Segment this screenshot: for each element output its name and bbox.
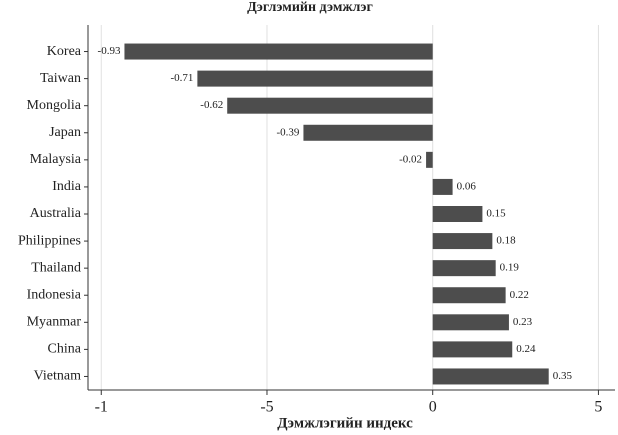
value-label: 0.22: [510, 289, 529, 301]
value-label: -0.93: [98, 45, 121, 57]
x-axis-title: Дэмжлэгийн индекс: [277, 415, 413, 431]
bar: [432, 233, 493, 250]
value-label: 0.35: [553, 370, 573, 382]
value-label: 0.15: [486, 208, 506, 220]
value-label: 0.24: [516, 343, 536, 355]
y-tick-label: Indonesia: [27, 287, 82, 302]
x-tick-label: -5: [260, 399, 273, 416]
bar: [432, 314, 509, 331]
bar: [432, 260, 496, 277]
value-label: 0.06: [457, 180, 477, 192]
y-tick-label: Australia: [30, 206, 82, 221]
value-label: 0.23: [513, 316, 533, 328]
bar: [432, 206, 483, 222]
value-label: -0.71: [170, 72, 193, 84]
bar: [124, 43, 433, 60]
value-label: 0.18: [496, 235, 516, 247]
bar: [426, 151, 433, 168]
x-tick-label: 0: [429, 399, 437, 416]
bar: [197, 70, 433, 87]
y-tick-label: Taiwan: [40, 71, 81, 86]
y-tick-label: Thailand: [31, 260, 81, 275]
value-label: -0.62: [200, 99, 223, 111]
bar: [432, 287, 506, 304]
y-tick-label: India: [52, 179, 82, 194]
value-label: -0.39: [277, 126, 300, 138]
bar: [227, 97, 433, 114]
x-tick-label: -1: [95, 399, 108, 416]
y-tick-label: Japan: [49, 125, 81, 140]
y-tick-label: Mongolia: [27, 98, 82, 113]
y-tick-label: China: [48, 342, 82, 357]
value-label: 0.19: [500, 262, 520, 274]
bar: [303, 124, 433, 141]
x-tick-label: 5: [594, 399, 602, 416]
y-tick-label: Korea: [47, 44, 82, 59]
y-tick-label: Vietnam: [34, 369, 81, 384]
y-tick-label: Philippines: [18, 233, 81, 248]
chart-title: Дэглэмийн дэмжлэг: [247, 0, 373, 15]
bar: [432, 368, 549, 385]
bar: [432, 341, 513, 358]
bar: [432, 178, 453, 195]
y-tick-label: Myanmar: [27, 315, 82, 330]
value-label: -0.02: [399, 153, 422, 165]
y-tick-label: Malaysia: [30, 152, 82, 167]
